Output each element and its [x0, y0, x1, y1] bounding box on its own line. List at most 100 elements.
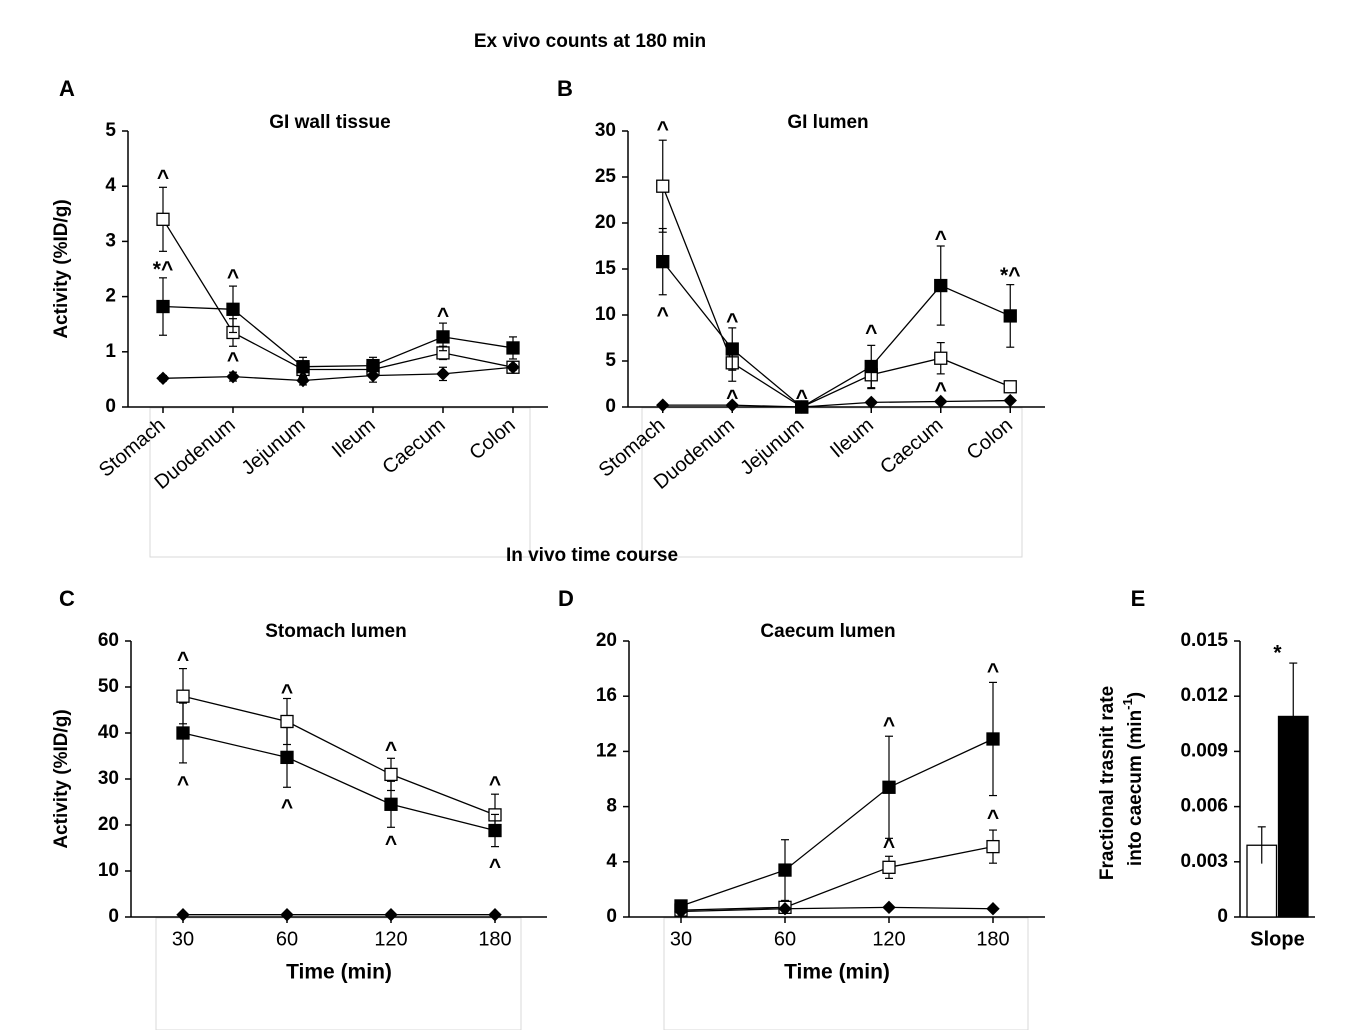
series-line: [680, 845, 994, 911]
y-tick-label: 10: [595, 304, 616, 325]
marker: [156, 212, 170, 226]
marker: [934, 394, 948, 409]
y-tick-label: 1: [105, 341, 116, 362]
x-tick-label: 30: [172, 928, 194, 950]
x-tick-label: 60: [774, 928, 796, 950]
marker: [725, 342, 739, 356]
marker: [436, 367, 450, 381]
x-tick-label: 60: [276, 928, 298, 950]
y-axis-label-part: ): [1125, 692, 1146, 698]
marker: [1003, 393, 1017, 408]
x-axis-label: Time (min): [784, 961, 890, 984]
marker: [176, 907, 190, 922]
label-frame: [641, 407, 1023, 558]
marker: [934, 278, 948, 293]
y-axis-label-superscript: -1: [1120, 698, 1135, 710]
x-tick-label: Ileum: [826, 414, 878, 462]
marker: [366, 368, 380, 383]
marker: [778, 902, 792, 916]
section-header: Ex vivo counts at 180 min: [474, 31, 706, 52]
marker: [864, 359, 878, 374]
marker: [795, 400, 809, 414]
annotation: ^: [796, 387, 808, 410]
annotation: ^: [281, 796, 293, 819]
annotation: ^: [935, 379, 947, 402]
annotation: ^: [297, 368, 309, 391]
label-frame: [155, 917, 522, 1030]
panel-letter: C: [59, 586, 75, 611]
marker: [986, 902, 1000, 916]
y-tick-label: 20: [595, 212, 616, 233]
annotation: *: [1273, 642, 1282, 665]
series-line: [662, 261, 1011, 408]
panel-title: Stomach lumen: [265, 621, 406, 642]
annotation: ^: [657, 304, 669, 327]
y-tick-label: 5: [605, 350, 616, 371]
y-tick-label: 0.015: [1180, 630, 1228, 651]
panel-title: GI wall tissue: [269, 112, 390, 133]
annotation: ^: [726, 387, 738, 410]
marker: [882, 860, 896, 874]
y-tick-label: 0.009: [1180, 740, 1228, 761]
y-tick-label: 0: [105, 396, 116, 417]
annotation: ^: [385, 738, 397, 761]
y-tick-label: 0.003: [1180, 851, 1228, 872]
panel-title: Caecum lumen: [760, 621, 895, 642]
x-tick-label: 120: [374, 928, 407, 950]
annotation: ^: [227, 266, 239, 289]
x-tick-label: 30: [670, 928, 692, 950]
y-tick-label: 3: [105, 230, 116, 251]
x-tick-label: Colon: [963, 414, 1017, 464]
annotation: ^: [437, 305, 449, 328]
marker: [176, 689, 190, 703]
y-tick-label: 16: [596, 685, 617, 706]
marker: [986, 839, 1000, 854]
panel-letter: B: [557, 76, 573, 101]
annotation: ^: [657, 118, 669, 141]
marker: [656, 179, 670, 193]
marker: [280, 750, 294, 765]
y-axis-label: Activity (%ID/g): [51, 709, 72, 848]
y-tick-label: 4: [105, 175, 116, 196]
annotation: ^: [157, 167, 169, 190]
series-line: [680, 906, 994, 913]
marker: [506, 341, 520, 355]
y-tick-label: 30: [595, 120, 616, 141]
y-tick-label: 0: [606, 906, 617, 927]
annotation: ^: [177, 649, 189, 672]
marker: [506, 360, 520, 374]
marker: [384, 907, 398, 922]
marker: [280, 714, 294, 729]
marker: [436, 330, 450, 344]
y-tick-label: 20: [596, 630, 617, 651]
section-header: In vivo time course: [506, 545, 678, 566]
y-tick-label: 50: [98, 676, 119, 697]
marker: [986, 732, 1000, 746]
marker: [1003, 309, 1017, 323]
series-line: [662, 185, 1011, 408]
annotation: ^: [281, 681, 293, 704]
marker: [725, 398, 739, 412]
x-tick-label: Slope: [1250, 928, 1304, 950]
y-tick-label: 0.012: [1180, 685, 1228, 706]
x-tick-label: Caecum: [876, 414, 947, 479]
y-tick-label: 4: [606, 851, 617, 872]
y-axis-label: Activity (%ID/g): [51, 199, 72, 338]
series-line: [162, 305, 514, 368]
marker: [934, 351, 948, 365]
marker: [156, 299, 170, 314]
series-line: [680, 738, 994, 907]
annotation: ^: [987, 660, 999, 683]
y-tick-label: 40: [98, 722, 119, 743]
marker: [156, 371, 170, 386]
y-tick-label: 5: [105, 120, 116, 141]
panel-letter: A: [59, 76, 75, 101]
x-tick-label: Ileum: [328, 414, 380, 462]
y-tick-label: 2: [105, 286, 116, 307]
x-tick-label: Colon: [465, 414, 519, 464]
y-tick-label: 0: [1217, 906, 1228, 927]
marker: [296, 373, 310, 388]
annotation: ^: [489, 773, 501, 796]
error-bar: [1289, 662, 1298, 770]
